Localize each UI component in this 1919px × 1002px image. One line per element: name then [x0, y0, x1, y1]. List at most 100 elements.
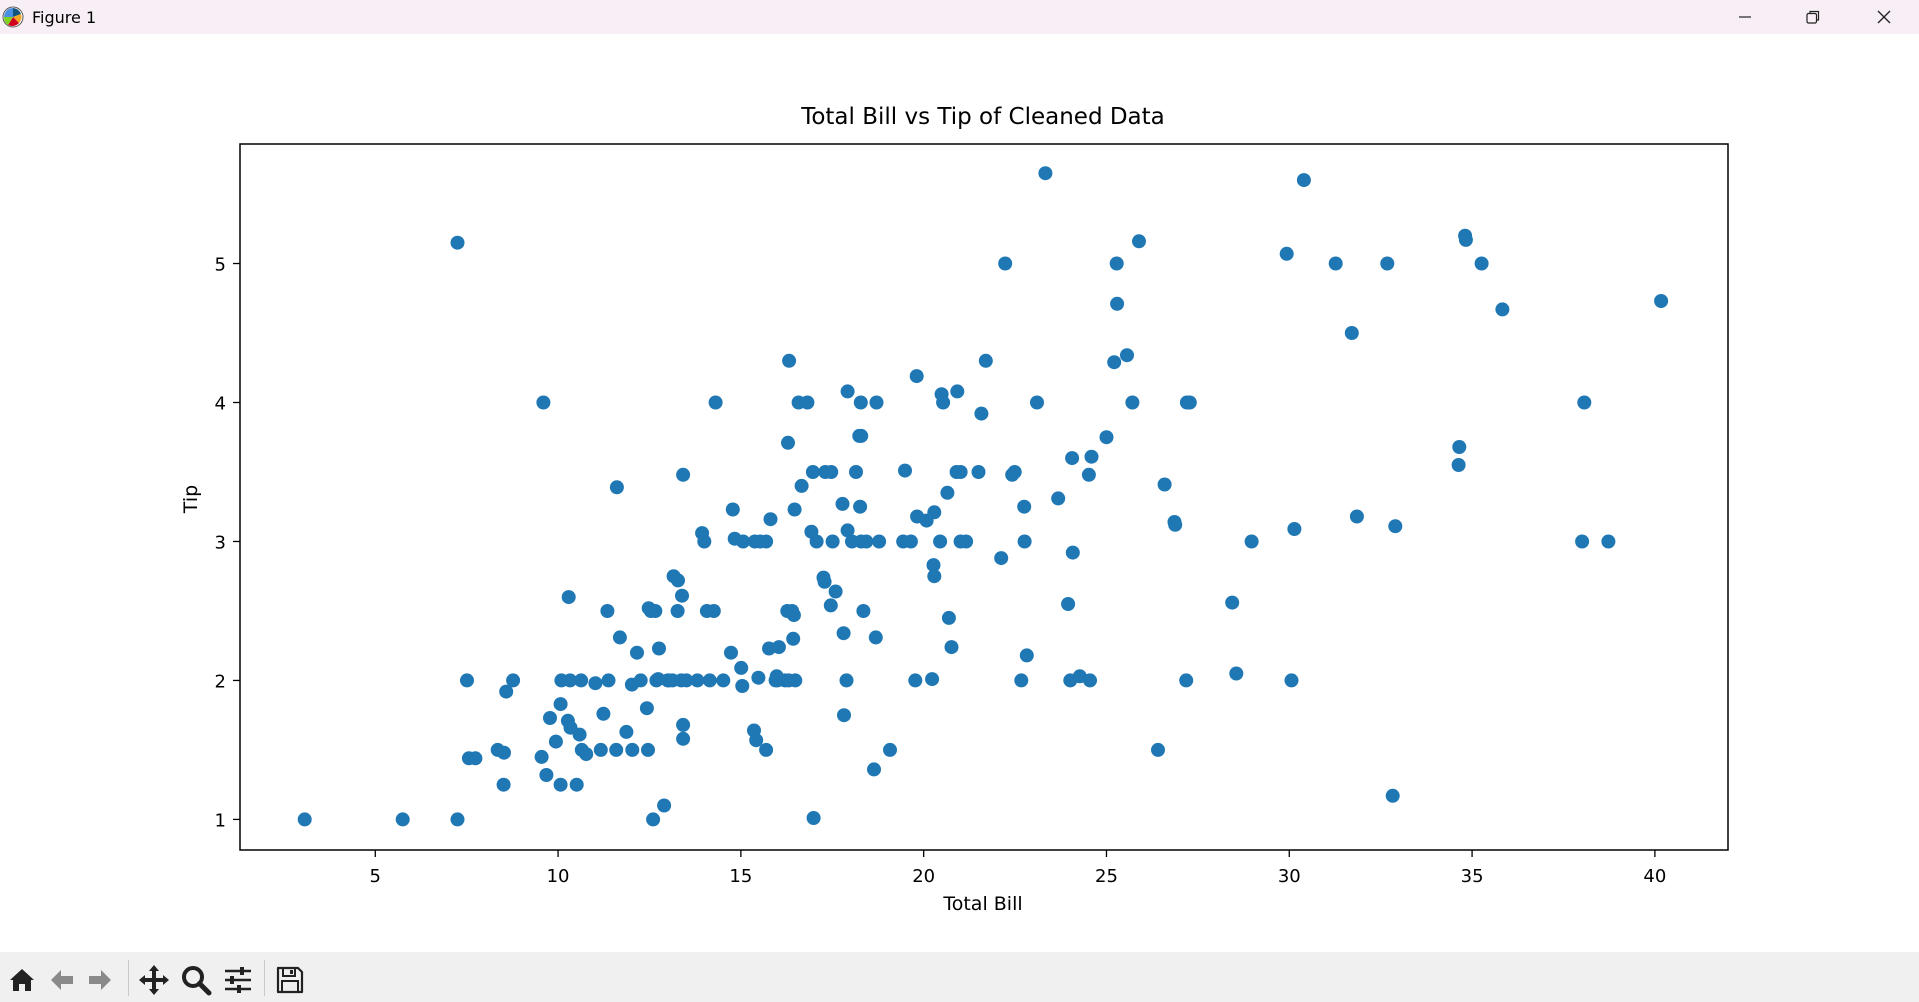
x-tick-label: 40	[1643, 866, 1666, 887]
scatter-point	[706, 604, 721, 618]
scatter-point	[825, 534, 840, 549]
scatter-point	[994, 551, 1009, 566]
scatter-point	[782, 353, 797, 368]
x-axis: 5 10 15 20 25 30 35 40	[370, 850, 1666, 887]
minimize-icon	[1739, 16, 1751, 18]
scatter-point	[898, 463, 912, 478]
scatter-point	[856, 604, 871, 618]
scatter-point	[736, 534, 751, 549]
restore-icon	[1806, 10, 1820, 24]
scatter-point	[859, 534, 874, 549]
home-button[interactable]	[4, 962, 40, 998]
forward-arrow-icon	[89, 970, 111, 990]
scatter-point	[1099, 430, 1114, 445]
scatter-point	[978, 353, 993, 368]
scatter-point	[1151, 742, 1165, 757]
scatter-point	[839, 673, 854, 688]
scatter-point	[909, 369, 924, 384]
scatter-point	[609, 742, 624, 757]
scatter-chart: Total Bill vs Tip of Cleaned Data 5 10 15 2…	[180, 104, 1729, 915]
scatter-point	[450, 812, 465, 827]
plot-area	[239, 143, 1729, 851]
scatter-point	[1495, 302, 1510, 317]
back-button[interactable]	[44, 962, 80, 998]
scatter-point	[1344, 326, 1359, 340]
y-axis-label: Tip	[180, 485, 202, 514]
scatter-point	[496, 777, 511, 792]
scatter-point	[735, 679, 750, 693]
scatter-point	[1296, 173, 1311, 188]
close-button[interactable]	[1849, 0, 1919, 34]
scatter-point	[759, 534, 774, 549]
scatter-point	[1229, 666, 1244, 681]
scatter-point	[1575, 534, 1590, 549]
scatter-point	[1452, 440, 1467, 454]
scatter-point	[534, 749, 549, 764]
pan-button[interactable]	[136, 962, 172, 998]
y-tick-label: 5	[215, 255, 226, 276]
scatter-point	[1061, 597, 1076, 611]
scatter-point	[1030, 395, 1044, 410]
scatter-point	[676, 467, 691, 482]
scatter-point	[781, 435, 795, 450]
scatter-point	[641, 742, 655, 757]
forward-button[interactable]	[82, 962, 118, 998]
scatter-point	[805, 465, 820, 479]
scatter-point	[716, 673, 731, 688]
scatter-point	[548, 734, 563, 749]
y-tick-label: 1	[215, 810, 226, 831]
back-arrow-icon	[51, 970, 73, 990]
title-bar: Figure 1	[0, 0, 1919, 34]
save-button[interactable]	[272, 962, 308, 998]
scatter-point	[1125, 395, 1140, 410]
scatter-point	[724, 645, 738, 660]
scatter-point	[763, 512, 778, 527]
scatter-point	[297, 812, 312, 827]
scatter-point	[1474, 256, 1489, 271]
scatter-point	[809, 534, 824, 549]
toolbar-separator	[128, 960, 129, 996]
minimize-button[interactable]	[1710, 0, 1780, 34]
scatter-point	[676, 717, 691, 732]
zoom-icon	[182, 966, 212, 996]
scatter-point	[690, 673, 705, 688]
x-tick-label: 30	[1278, 866, 1301, 887]
scatter-point	[648, 604, 663, 618]
scatter-point	[734, 660, 749, 675]
scatter-point	[823, 598, 838, 613]
scatter-point	[652, 641, 666, 656]
configure-subplots-button[interactable]	[220, 962, 256, 998]
scatter-point	[788, 673, 803, 688]
scatter-point	[1081, 467, 1096, 482]
scatter-point	[468, 751, 483, 766]
scatter-point	[872, 534, 887, 549]
scatter-point	[563, 673, 578, 688]
y-tick-label: 3	[215, 532, 226, 553]
scatter-point	[725, 502, 740, 517]
scatter-point	[787, 502, 802, 517]
scatter-point	[1017, 534, 1032, 549]
scatter-point	[1654, 294, 1669, 308]
scatter-point	[1225, 595, 1240, 610]
scatter-point	[971, 465, 986, 479]
scatter-point	[959, 534, 974, 549]
scatter-point	[1065, 545, 1080, 560]
scatter-point	[1287, 522, 1302, 536]
scatter-point	[1110, 296, 1125, 311]
scatter-point	[600, 604, 615, 618]
scatter-point	[676, 731, 691, 746]
scatter-point	[794, 478, 809, 493]
scatter-point	[1179, 673, 1194, 688]
scatter-point	[395, 812, 410, 827]
scatter-point	[450, 235, 465, 250]
scatter-point	[561, 590, 576, 605]
scatter-point	[933, 534, 948, 549]
x-tick-label: 25	[1095, 866, 1118, 887]
restore-button[interactable]	[1778, 0, 1848, 34]
scatter-point	[596, 706, 611, 721]
scatter-point	[1065, 451, 1080, 466]
zoom-button[interactable]	[178, 962, 214, 998]
scatter-point	[679, 673, 694, 688]
scatter-point	[908, 673, 923, 688]
scatter-point	[840, 384, 855, 399]
